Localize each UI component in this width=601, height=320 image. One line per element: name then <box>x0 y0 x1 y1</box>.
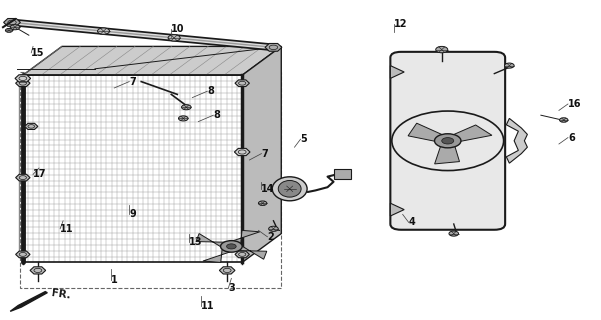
Bar <box>20 72 281 288</box>
Polygon shape <box>265 44 282 51</box>
Circle shape <box>442 138 454 144</box>
Text: 15: 15 <box>31 48 44 58</box>
Text: 7: 7 <box>129 76 136 87</box>
Polygon shape <box>23 46 281 75</box>
Text: 8: 8 <box>207 86 214 96</box>
Polygon shape <box>242 46 281 262</box>
Circle shape <box>435 134 461 148</box>
Circle shape <box>284 186 296 192</box>
Circle shape <box>5 28 13 32</box>
Circle shape <box>269 226 278 231</box>
Polygon shape <box>391 66 404 78</box>
Text: 13: 13 <box>189 236 203 247</box>
Text: 6: 6 <box>568 132 575 143</box>
Polygon shape <box>16 251 30 258</box>
Circle shape <box>227 244 236 249</box>
Ellipse shape <box>278 180 301 197</box>
Polygon shape <box>4 19 20 26</box>
Text: 5: 5 <box>300 134 307 144</box>
Polygon shape <box>203 246 237 262</box>
Text: 14: 14 <box>261 184 275 194</box>
Polygon shape <box>506 118 528 163</box>
Polygon shape <box>15 75 31 82</box>
Text: 17: 17 <box>33 169 46 180</box>
Polygon shape <box>391 203 404 216</box>
Text: 11: 11 <box>201 300 215 311</box>
Polygon shape <box>408 123 447 143</box>
Polygon shape <box>196 234 233 249</box>
Polygon shape <box>230 244 267 259</box>
Text: 3: 3 <box>228 283 235 293</box>
Circle shape <box>449 231 459 236</box>
Text: 1: 1 <box>111 275 118 285</box>
Circle shape <box>436 46 448 53</box>
Polygon shape <box>219 267 235 274</box>
Text: 8: 8 <box>213 110 220 120</box>
Polygon shape <box>25 123 38 130</box>
Text: 16: 16 <box>568 99 581 109</box>
Polygon shape <box>16 174 30 181</box>
Text: 2: 2 <box>267 232 274 242</box>
Polygon shape <box>435 143 460 164</box>
Text: 11: 11 <box>60 224 73 234</box>
Polygon shape <box>16 80 30 86</box>
FancyBboxPatch shape <box>334 169 351 179</box>
Text: 4: 4 <box>409 217 415 228</box>
Text: FR.: FR. <box>51 288 72 301</box>
Circle shape <box>178 116 188 121</box>
Polygon shape <box>30 267 46 274</box>
Polygon shape <box>234 148 250 156</box>
Text: 9: 9 <box>129 209 136 220</box>
Polygon shape <box>448 125 492 143</box>
Ellipse shape <box>272 177 307 201</box>
Text: 10: 10 <box>171 24 185 34</box>
FancyBboxPatch shape <box>391 52 505 230</box>
Circle shape <box>10 25 20 30</box>
Circle shape <box>182 105 191 110</box>
Circle shape <box>168 35 180 41</box>
Text: 7: 7 <box>261 148 268 159</box>
Circle shape <box>97 28 109 34</box>
Circle shape <box>560 118 568 122</box>
Polygon shape <box>226 230 260 247</box>
Polygon shape <box>235 80 249 86</box>
Polygon shape <box>10 292 47 311</box>
Polygon shape <box>235 251 249 258</box>
Circle shape <box>258 201 267 205</box>
Circle shape <box>221 241 242 252</box>
Circle shape <box>505 63 514 68</box>
Text: 12: 12 <box>394 19 407 29</box>
